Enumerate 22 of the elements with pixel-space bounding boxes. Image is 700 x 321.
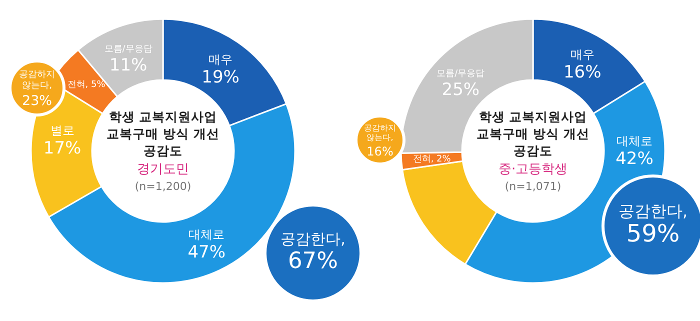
slice-label: 대체로: [188, 228, 225, 242]
text: 공감한다, 67%: [280, 230, 346, 274]
slice-label: 대체로: [616, 134, 652, 148]
slice-label: 매우: [570, 47, 594, 62]
text: 학생 교복지원사업 교복구매 방식 개선 공감도: [476, 109, 590, 158]
text: 공감한다, 59%: [618, 201, 688, 248]
text: 공감하지 않는다, 16%: [364, 123, 396, 159]
text: (n=1,071): [504, 180, 562, 193]
data-label: 42%: [616, 148, 654, 169]
slice-label: 전혀, 5%: [67, 80, 106, 90]
data-label: 16%: [563, 62, 602, 82]
text: (n=1,200): [134, 180, 192, 193]
slice-label: 별로: [50, 123, 74, 138]
slice-label: 전혀, 2%: [412, 154, 452, 165]
text: 중·고등학생: [498, 162, 568, 177]
data-label: 19%: [202, 67, 240, 88]
data-label: 17%: [43, 138, 82, 158]
text: 공감하지 않는다, 23%: [19, 70, 55, 109]
data-label: 47%: [188, 242, 226, 263]
text: 학생 교복지원사업 교복구매 방식 개선 공감도: [106, 109, 220, 158]
slice-label: 매우: [208, 52, 233, 66]
text: 경기도민: [137, 162, 189, 177]
